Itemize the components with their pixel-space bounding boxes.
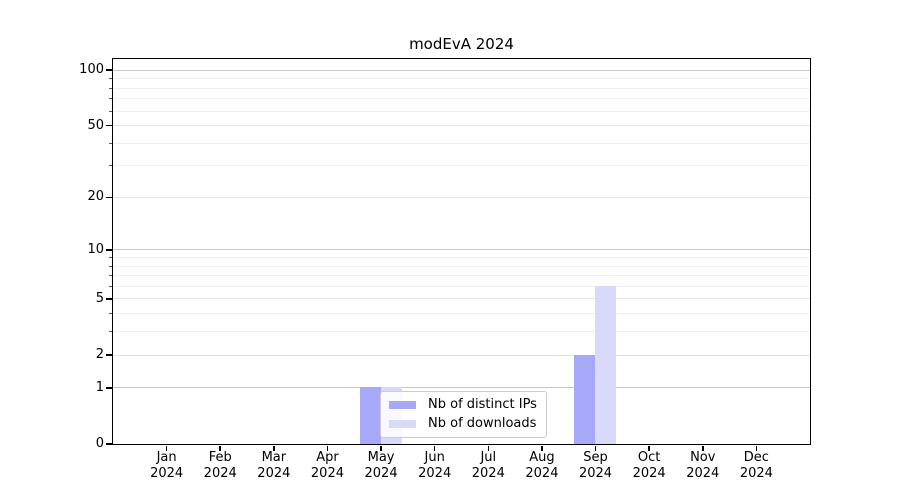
- legend-label-distinct-ips: Nb of distinct IPs: [428, 397, 537, 412]
- y-minor-tick-mark: [108, 285, 112, 287]
- x-tick-label: Jan 2024: [150, 450, 184, 481]
- gridline-major: [112, 387, 810, 389]
- gridline-minor: [112, 331, 810, 333]
- x-tick-mark: [487, 445, 490, 451]
- plot-area: [111, 57, 811, 445]
- x-tick-label: Jun 2024: [418, 450, 452, 481]
- gridline-major: [112, 196, 810, 198]
- x-tick-mark: [273, 445, 275, 451]
- gridline-minor: [112, 110, 810, 112]
- x-tick-label: May 2024: [364, 450, 398, 481]
- y-tick-mark: [106, 124, 112, 127]
- y-tick-mark: [106, 196, 112, 199]
- gridline-minor: [112, 142, 810, 144]
- x-tick-label: Sep 2024: [578, 450, 613, 481]
- y-minor-tick-mark: [108, 165, 112, 167]
- x-tick-mark: [165, 445, 168, 451]
- y-minor-tick-mark: [108, 265, 112, 267]
- legend: Nb of distinct IPs Nb of downloads: [380, 391, 547, 438]
- x-tick-label: Oct 2024: [632, 450, 666, 481]
- y-tick-label: 10: [87, 241, 104, 257]
- gridline-minor: [112, 165, 810, 167]
- x-tick-label: Feb 2024: [203, 450, 237, 481]
- legend-label-downloads: Nb of downloads: [428, 416, 537, 431]
- y-minor-tick-mark: [108, 87, 112, 89]
- gridline-minor: [112, 313, 810, 315]
- y-tick-label: 2: [95, 347, 104, 363]
- x-tick-mark: [755, 445, 758, 451]
- y-tick-label: 100: [79, 62, 104, 78]
- x-tick-mark: [326, 445, 329, 451]
- y-tick-label: 50: [87, 117, 104, 133]
- legend-swatch-distinct-ips: [389, 401, 416, 409]
- y-tick-mark: [106, 69, 112, 71]
- y-minor-tick-mark: [108, 142, 112, 144]
- x-tick-mark: [594, 445, 597, 451]
- y-tick-label: 0: [95, 436, 104, 451]
- y-minor-tick-mark: [108, 313, 112, 315]
- gridline-major: [112, 249, 810, 251]
- x-tick-label: Dec 2024: [739, 450, 773, 481]
- gridline-minor: [112, 275, 810, 277]
- y-minor-tick-mark: [108, 331, 112, 333]
- y-minor-tick-mark: [108, 98, 112, 100]
- bar-distinct-ips-may: [359, 387, 381, 444]
- y-tick-label: 5: [95, 290, 104, 306]
- gridline-minor: [112, 257, 810, 258]
- bar-distinct-ips-sep: [574, 354, 596, 444]
- y-minor-tick-mark: [108, 257, 112, 258]
- gridline-minor: [112, 98, 810, 100]
- y-tick-label: 1: [95, 379, 104, 395]
- gridline-minor: [112, 87, 810, 89]
- y-tick-mark: [106, 298, 112, 300]
- gridline-major: [112, 125, 810, 127]
- y-tick-mark: [106, 387, 112, 389]
- legend-item-distinct-ips: Nb of distinct IPs: [389, 397, 537, 413]
- x-tick-mark: [541, 445, 543, 451]
- y-tick-mark: [106, 354, 112, 356]
- x-tick-label: Aug 2024: [525, 450, 559, 481]
- gridline-minor: [112, 78, 810, 80]
- y-minor-tick-mark: [108, 78, 112, 80]
- x-tick-label: Apr 2024: [310, 450, 344, 481]
- x-tick-mark: [702, 445, 704, 451]
- x-tick-mark: [648, 445, 650, 451]
- gridline-minor: [112, 265, 810, 267]
- bar-downloads-sep: [595, 285, 617, 444]
- chart-title: modEvA 2024: [409, 35, 514, 53]
- x-tick-mark: [433, 445, 436, 451]
- legend-item-downloads: Nb of downloads: [389, 416, 537, 432]
- x-tick-label: Nov 2024: [686, 450, 720, 481]
- gridline-minor: [112, 285, 810, 287]
- x-tick-label: Jul 2024: [471, 450, 505, 481]
- x-tick-mark: [219, 445, 221, 451]
- gridline-major: [112, 298, 810, 300]
- x-tick-mark: [380, 445, 382, 451]
- x-tick-label: Mar 2024: [257, 450, 291, 481]
- y-tick-mark: [106, 249, 112, 251]
- y-tick-label: 20: [87, 189, 104, 205]
- legend-swatch-downloads: [389, 420, 416, 428]
- y-minor-tick-mark: [108, 110, 112, 112]
- gridline-major: [112, 69, 810, 71]
- y-tick-mark: [106, 443, 112, 445]
- y-minor-tick-mark: [108, 275, 112, 277]
- gridline-major: [112, 354, 810, 356]
